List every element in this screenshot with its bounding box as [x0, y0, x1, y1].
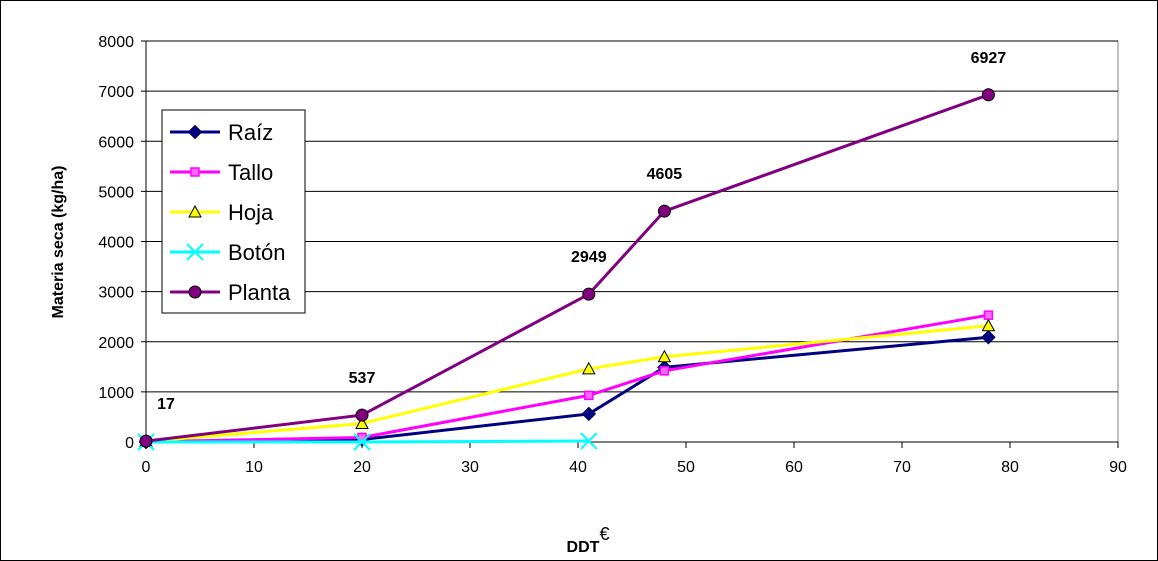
- series-3: [137, 432, 598, 451]
- data-point: [659, 366, 670, 376]
- y-tick-label: 1000: [98, 385, 134, 402]
- x-tick-label: 90: [1109, 459, 1127, 476]
- data-labels: 17 537 2949 4605 6927: [157, 50, 1006, 413]
- data-point: [355, 408, 369, 422]
- y-tick-label: 0: [125, 435, 134, 452]
- x-marker-stroke: [186, 243, 204, 261]
- x-tick-label: 50: [677, 459, 695, 476]
- y-tick-label: 5000: [98, 184, 134, 201]
- data-point: [981, 318, 996, 332]
- data-label: 17: [157, 396, 175, 413]
- data-point: [584, 390, 594, 401]
- data-point: [353, 433, 371, 451]
- legend-label: Planta: [228, 280, 291, 305]
- y-axis-title: Materia seca (kg/ha): [50, 166, 67, 319]
- legend-label: Botón: [228, 240, 286, 265]
- legend-marker: [190, 167, 200, 177]
- x-tick-label: 20: [353, 459, 371, 476]
- data-point: [983, 310, 994, 320]
- legend-marker: [186, 243, 204, 261]
- data-point: [981, 329, 996, 345]
- x-tick-label: 0: [142, 459, 151, 476]
- gridlines: [146, 40, 1118, 393]
- y-tick-label: 8000: [98, 34, 134, 51]
- data-label: 2949: [571, 249, 607, 266]
- data-point: [582, 287, 596, 301]
- legend-label: Raíz: [228, 120, 273, 145]
- data-point: [139, 434, 153, 448]
- x-tick-label: 70: [893, 459, 911, 476]
- legend-label: Hoja: [228, 200, 274, 225]
- data-point: [657, 349, 672, 363]
- legend-marker: [187, 124, 203, 140]
- y-tick-label: 7000: [98, 84, 134, 101]
- x-tick-label: 60: [785, 459, 803, 476]
- legend-marker: [188, 285, 202, 299]
- data-point: [581, 361, 596, 375]
- axes: 0 1000 2000 3000 4000 5000 6000 7000 8000 0 10 20 30…: [98, 34, 1127, 476]
- x-axis-title: DDT€: [567, 524, 610, 556]
- data-label: 537: [349, 370, 376, 387]
- y-tick-label: 2000: [98, 335, 134, 352]
- x-tick-label: 10: [245, 459, 263, 476]
- data-point: [355, 416, 369, 429]
- series-layer: [137, 88, 996, 451]
- data-point: [657, 204, 671, 218]
- y-tick-label: 4000: [98, 235, 134, 252]
- y-tick-label: 6000: [98, 134, 134, 151]
- x-tick-label: 80: [1001, 459, 1019, 476]
- data-point: [981, 88, 995, 102]
- data-point: [581, 406, 597, 422]
- data-point: [580, 432, 598, 450]
- legend: Raíz Tallo Hoja Botón Planta: [161, 109, 306, 314]
- data-label: 6927: [971, 50, 1007, 67]
- x-tick-label: 40: [569, 459, 587, 476]
- x-tick-label: 30: [461, 459, 479, 476]
- series-line-3: [146, 439, 589, 444]
- y-tick-label: 3000: [98, 285, 134, 302]
- x-marker-stroke: [580, 432, 598, 450]
- x-marker-stroke: [353, 433, 371, 451]
- legend-marker: [188, 204, 202, 218]
- legend-label: Tallo: [228, 160, 273, 185]
- series-4: [139, 88, 995, 448]
- data-label: 4605: [647, 166, 683, 183]
